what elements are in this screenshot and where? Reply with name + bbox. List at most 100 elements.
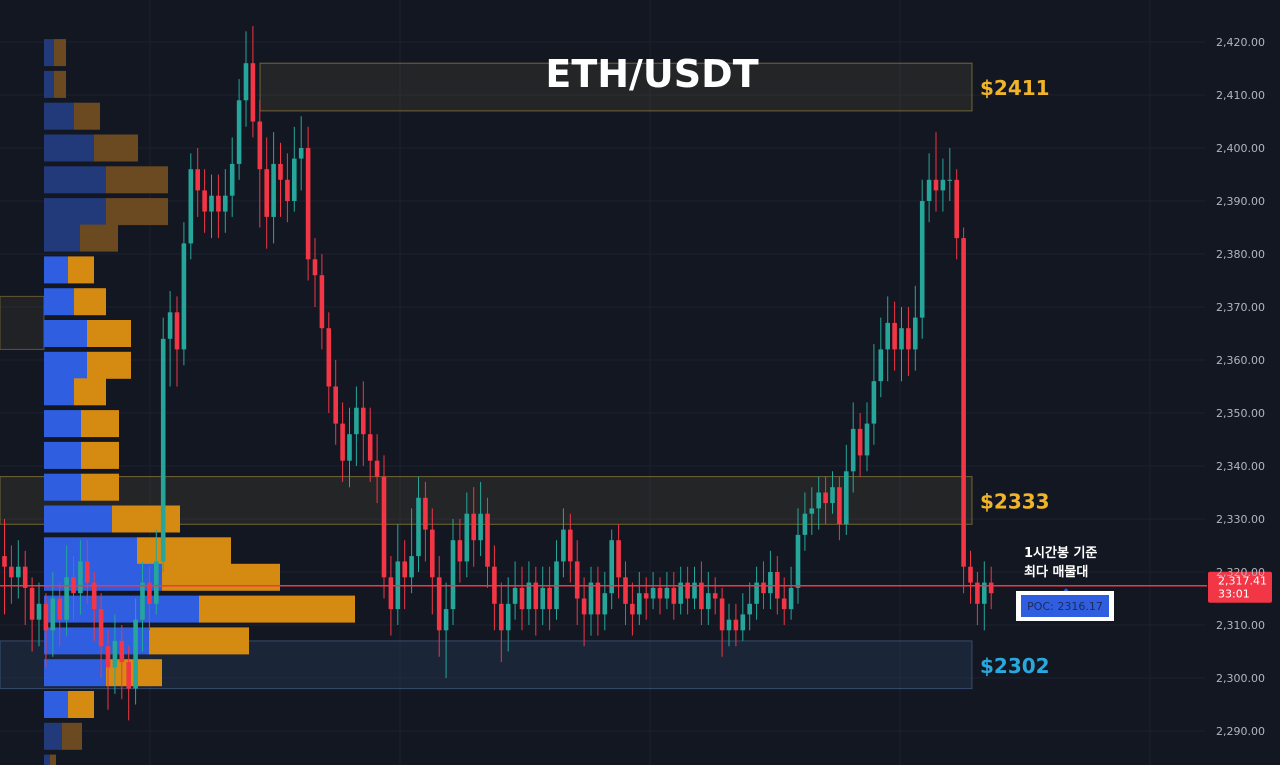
candle-body: [616, 540, 621, 578]
candle-body: [381, 476, 387, 578]
candle-body: [526, 582, 532, 610]
price-zone-box: [259, 62, 973, 112]
annotation-line-2: 최다 매물대: [1024, 564, 1088, 580]
volume-profile-buy-bar: [44, 198, 106, 226]
price-tick-label: 2,320.00: [1216, 566, 1265, 579]
volume-profile-sell-bar: [62, 722, 82, 750]
candle-body: [561, 529, 566, 562]
volume-profile-sell-bar: [74, 288, 106, 316]
candle-body: [671, 587, 677, 604]
price-tick-label: 2,290.00: [1216, 725, 1265, 738]
candle-body: [443, 609, 449, 631]
candle-body: [195, 169, 200, 191]
candle-body: [57, 598, 62, 620]
candle-body: [954, 179, 959, 239]
candle-body: [547, 587, 552, 610]
candle-body: [940, 179, 946, 191]
candle-body: [947, 179, 953, 181]
candle-body: [643, 593, 649, 599]
candle-body: [119, 640, 125, 663]
candle-body: [719, 598, 725, 631]
volume-profile-sell-bar: [50, 754, 56, 765]
candle-body: [91, 582, 97, 610]
volume-profile-sell-bar: [81, 410, 119, 438]
volume-profile-sell-bar: [80, 224, 118, 252]
price-tick-label: 2,380.00: [1216, 248, 1265, 261]
candle-body: [505, 603, 511, 631]
candle-body: [202, 190, 207, 212]
volume-profile-buy-bar: [44, 102, 74, 130]
candle-body: [78, 561, 83, 594]
price-tick-label: 2,360.00: [1216, 354, 1265, 367]
candle-body: [423, 497, 428, 530]
volume-profile-buy-bar: [44, 691, 68, 718]
volume-profile-buy-bar: [44, 166, 106, 194]
candle-body: [29, 587, 35, 620]
candle-body: [402, 561, 407, 578]
volume-profile-sell-bar: [81, 441, 119, 469]
price-tick-label: 2,300.00: [1216, 672, 1265, 685]
candle-body: [678, 582, 683, 604]
zone-price-label: $2302: [980, 654, 1050, 678]
candle-body: [913, 317, 918, 350]
candle-body: [768, 572, 773, 594]
candle-body: [22, 566, 28, 588]
candle-body: [637, 593, 642, 615]
price-tick-label: 2,410.00: [1216, 89, 1265, 102]
candle-body: [581, 598, 587, 615]
price-axis: 2,420.00 2,410.00 2,400.00 2,390.00 2,380.00…: [1216, 36, 1265, 738]
candle-countdown-label: 33:01: [1218, 588, 1250, 601]
candle-body: [816, 492, 821, 509]
candle-body: [416, 497, 421, 557]
candle-body: [519, 587, 525, 610]
candle-body: [733, 619, 739, 631]
price-zone-box-left: [0, 295, 45, 350]
price-tick-label: 2,390.00: [1216, 195, 1265, 208]
candle-body: [726, 619, 732, 631]
candle-body: [478, 513, 483, 541]
volume-profile-buy-bar: [44, 505, 112, 533]
candle-body: [712, 593, 718, 599]
volume-profile-buy-bar: [44, 627, 149, 655]
candle-body: [319, 275, 325, 329]
volume-profile-sell-bar: [74, 102, 100, 130]
candle-body: [167, 312, 173, 339]
candle-body: [285, 179, 290, 201]
candle-body: [685, 582, 690, 599]
candle-body: [367, 434, 373, 461]
candle-body: [850, 428, 856, 472]
candle-body: [609, 540, 614, 594]
candle-body: [788, 587, 794, 610]
candle-body: [2, 556, 7, 567]
poc-label: POC: 2316.17: [1027, 600, 1103, 613]
candle-body: [657, 587, 663, 599]
candle-body: [692, 582, 697, 599]
candle-body: [223, 195, 228, 212]
candle-body: [485, 513, 490, 567]
candle-body: [588, 582, 594, 615]
volume-profile-buy-bar: [44, 595, 199, 623]
volume-profile-buy-bar: [44, 410, 81, 438]
volume-profile-buy-bar: [44, 473, 81, 501]
candle-body: [333, 386, 338, 424]
volume-profile-sell-bar: [87, 351, 131, 379]
volume-profile-sell-bar: [94, 134, 138, 162]
grid-lines: [0, 0, 1205, 765]
candle-body: [892, 322, 897, 350]
poc-box: [1021, 595, 1109, 617]
candle-body: [305, 148, 311, 260]
candle-body: [982, 582, 987, 604]
price-tick-label: 2,310.00: [1216, 619, 1265, 632]
candle-body: [795, 534, 801, 588]
candle-body: [174, 312, 180, 350]
candle-body: [878, 349, 884, 382]
candle-body: [264, 169, 269, 217]
candle-body: [961, 238, 966, 567]
candle-body: [312, 259, 318, 276]
candle-body: [229, 163, 235, 196]
volume-profile-buy-bar: [44, 39, 54, 67]
candle-body: [298, 148, 304, 159]
candle-body: [64, 577, 69, 620]
